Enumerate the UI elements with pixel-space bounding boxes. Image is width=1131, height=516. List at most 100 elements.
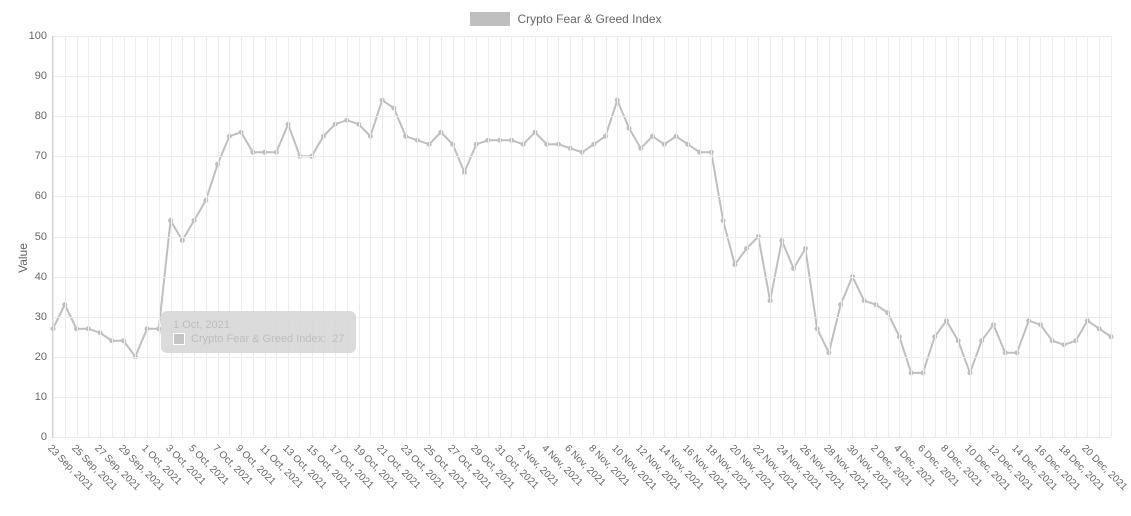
grid-line-vertical xyxy=(558,36,559,437)
grid-line-vertical xyxy=(841,36,842,437)
grid-line-vertical xyxy=(1005,36,1006,437)
grid-line-vertical xyxy=(429,36,430,437)
grid-line-vertical xyxy=(747,36,748,437)
grid-line-vertical xyxy=(394,36,395,437)
grid-line-horizontal xyxy=(53,437,1111,438)
tooltip: 1 Oct, 2021 Crypto Fear & Greed Index: 27 xyxy=(161,311,356,353)
plot-area[interactable]: 010203040506070809010023 Sep, 202125 Sep… xyxy=(52,36,1111,438)
grid-line-vertical xyxy=(511,36,512,437)
grid-line-vertical xyxy=(265,36,266,437)
grid-line-vertical xyxy=(147,36,148,437)
grid-line-vertical xyxy=(253,36,254,437)
grid-line-vertical xyxy=(159,36,160,437)
y-tick-label: 80 xyxy=(35,110,53,122)
grid-line-vertical xyxy=(88,36,89,437)
grid-line-vertical xyxy=(582,36,583,437)
grid-line-vertical xyxy=(1040,36,1041,437)
grid-line-vertical xyxy=(241,36,242,437)
y-tick-label: 90 xyxy=(35,70,53,82)
grid-line-vertical xyxy=(1087,36,1088,437)
grid-line-vertical xyxy=(65,36,66,437)
tooltip-swatch xyxy=(173,333,185,345)
grid-line-vertical xyxy=(135,36,136,437)
y-tick-label: 20 xyxy=(35,351,53,363)
grid-line-vertical xyxy=(182,36,183,437)
grid-line-vertical xyxy=(124,36,125,437)
grid-line-vertical xyxy=(276,36,277,437)
grid-line-vertical xyxy=(805,36,806,437)
grid-line-vertical xyxy=(888,36,889,437)
legend-label: Crypto Fear & Greed Index xyxy=(517,12,661,26)
grid-line-vertical xyxy=(617,36,618,437)
grid-line-vertical xyxy=(300,36,301,437)
grid-line-vertical xyxy=(594,36,595,437)
tooltip-title: 1 Oct, 2021 xyxy=(173,319,344,331)
grid-line-vertical xyxy=(864,36,865,437)
grid-line-vertical xyxy=(382,36,383,437)
grid-line-vertical xyxy=(1017,36,1018,437)
grid-line-vertical xyxy=(653,36,654,437)
grid-line-vertical xyxy=(852,36,853,437)
grid-line-vertical xyxy=(782,36,783,437)
y-tick-label: 30 xyxy=(35,311,53,323)
grid-line-vertical xyxy=(523,36,524,437)
grid-line-vertical xyxy=(935,36,936,437)
grid-line-vertical xyxy=(1076,36,1077,437)
grid-line-vertical xyxy=(441,36,442,437)
grid-line-vertical xyxy=(1099,36,1100,437)
y-tick-label: 0 xyxy=(41,431,53,443)
grid-line-vertical xyxy=(370,36,371,437)
grid-line-vertical xyxy=(958,36,959,437)
grid-line-vertical xyxy=(711,36,712,437)
grid-line-vertical xyxy=(899,36,900,437)
grid-line-vertical xyxy=(758,36,759,437)
y-tick-label: 50 xyxy=(35,231,53,243)
grid-line-vertical xyxy=(1052,36,1053,437)
grid-line-vertical xyxy=(629,36,630,437)
tooltip-value: 27 xyxy=(332,333,344,345)
grid-line-vertical xyxy=(206,36,207,437)
grid-line-vertical xyxy=(453,36,454,437)
legend[interactable]: Crypto Fear & Greed Index xyxy=(469,12,661,26)
grid-line-vertical xyxy=(53,36,54,437)
grid-line-vertical xyxy=(218,36,219,437)
grid-line-vertical xyxy=(946,36,947,437)
grid-line-vertical xyxy=(1064,36,1065,437)
grid-line-vertical xyxy=(735,36,736,437)
grid-line-vertical xyxy=(288,36,289,437)
grid-line-vertical xyxy=(171,36,172,437)
grid-line-vertical xyxy=(1029,36,1030,437)
grid-line-vertical xyxy=(535,36,536,437)
grid-line-vertical xyxy=(417,36,418,437)
y-tick-label: 10 xyxy=(35,391,53,403)
grid-line-vertical xyxy=(547,36,548,437)
grid-line-vertical xyxy=(606,36,607,437)
legend-swatch xyxy=(469,12,509,26)
tooltip-series-label: Crypto Fear & Greed Index: xyxy=(191,333,326,345)
grid-line-vertical xyxy=(359,36,360,437)
grid-line-vertical xyxy=(794,36,795,437)
grid-line-vertical xyxy=(829,36,830,437)
grid-line-vertical xyxy=(312,36,313,437)
grid-line-vertical xyxy=(100,36,101,437)
y-tick-label: 70 xyxy=(35,150,53,162)
grid-line-vertical xyxy=(688,36,689,437)
grid-line-vertical xyxy=(911,36,912,437)
grid-line-vertical xyxy=(664,36,665,437)
y-tick-label: 100 xyxy=(29,30,53,42)
grid-line-vertical xyxy=(923,36,924,437)
grid-line-vertical xyxy=(406,36,407,437)
grid-line-vertical xyxy=(488,36,489,437)
grid-line-vertical xyxy=(335,36,336,437)
grid-line-vertical xyxy=(723,36,724,437)
grid-line-vertical xyxy=(112,36,113,437)
grid-line-vertical xyxy=(229,36,230,437)
grid-line-vertical xyxy=(570,36,571,437)
grid-line-vertical xyxy=(676,36,677,437)
y-tick-label: 40 xyxy=(35,271,53,283)
grid-line-vertical xyxy=(476,36,477,437)
grid-line-vertical xyxy=(817,36,818,437)
grid-line-vertical xyxy=(982,36,983,437)
grid-line-vertical xyxy=(77,36,78,437)
y-axis-label: Value xyxy=(16,243,30,273)
